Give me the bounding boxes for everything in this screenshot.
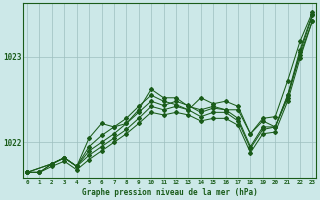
X-axis label: Graphe pression niveau de la mer (hPa): Graphe pression niveau de la mer (hPa) <box>82 188 258 197</box>
